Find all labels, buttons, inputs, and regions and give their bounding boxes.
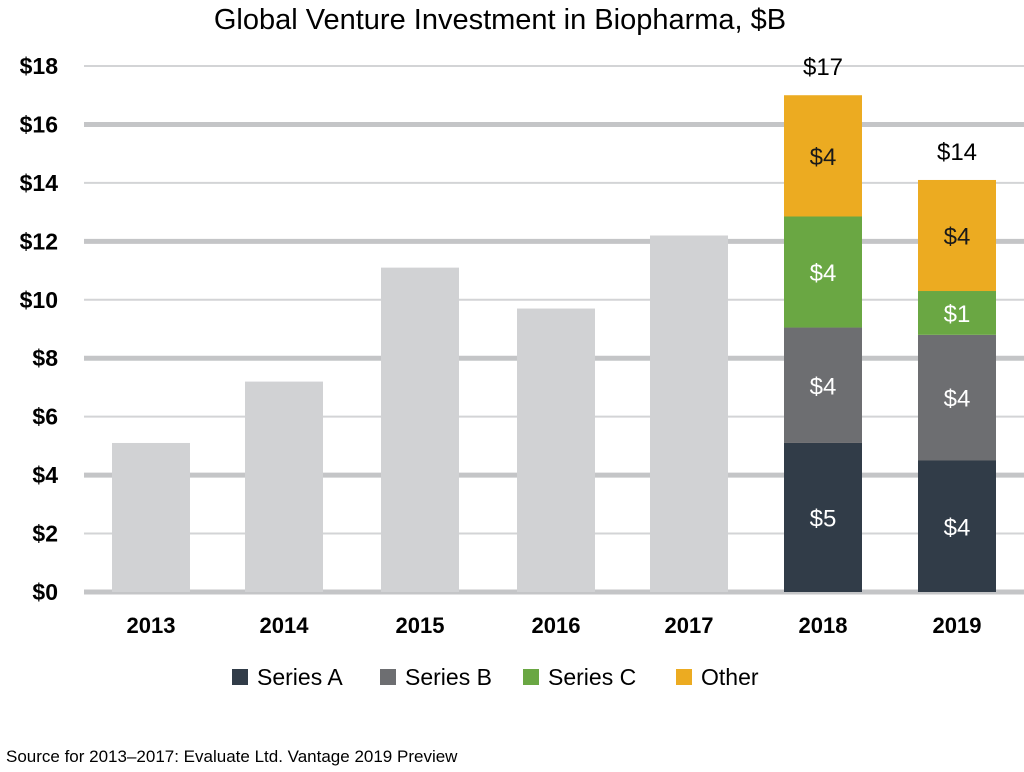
- y-tick-label: $16: [20, 111, 58, 137]
- bar-segment-2018-other: [784, 95, 862, 217]
- legend-label: Series A: [257, 664, 343, 690]
- total-data-label: $17: [803, 54, 843, 81]
- bar-segment-2018-series-b: [784, 327, 862, 443]
- legend-label: Series C: [548, 664, 636, 690]
- y-tick-label: $12: [20, 228, 58, 254]
- bar-2013: [112, 442, 190, 592]
- bar-segment-2019-series-a: [918, 460, 996, 592]
- segment-data-label: $1: [944, 301, 971, 328]
- segment-data-label: $4: [944, 386, 971, 413]
- bar-segment-2018-series-c: [784, 216, 862, 328]
- legend: Series A Series B Series C Other: [232, 664, 759, 690]
- bar-segment-2019-series-b: [918, 334, 996, 461]
- legend-swatch: [676, 669, 692, 685]
- legend-label: Series B: [405, 664, 492, 690]
- y-tick-label: $6: [32, 404, 58, 430]
- segment-data-label: $4: [810, 373, 837, 400]
- x-tick-label: 2014: [260, 613, 310, 638]
- y-tick-label: $2: [32, 521, 58, 547]
- legend-swatch: [232, 669, 248, 685]
- bar-2014: [245, 381, 323, 592]
- x-tick-label: 2015: [396, 613, 445, 638]
- y-tick-label: $10: [20, 287, 58, 313]
- total-data-label: $14: [937, 139, 977, 166]
- y-tick-label: $0: [32, 579, 58, 605]
- legend-swatch: [523, 669, 539, 685]
- x-tick-label: 2019: [933, 613, 982, 638]
- y-tick-label: $4: [32, 462, 58, 488]
- x-tick-label: 2013: [127, 613, 176, 638]
- y-tick-label: $18: [20, 53, 59, 79]
- x-axis-ticks: 2013 2014 2015 2016 2017 2018 2019: [127, 613, 982, 638]
- segment-data-label: $4: [810, 144, 837, 171]
- bar-2015: [381, 267, 459, 592]
- x-tick-label: 2017: [665, 613, 714, 638]
- source-note: Source for 2013–2017: Evaluate Ltd. Vant…: [6, 747, 458, 766]
- legend-swatch: [380, 669, 396, 685]
- x-tick-label: 2016: [532, 613, 581, 638]
- bars: $5 $4 $4 $4 $17 $4 $4 $1 $4 $14: [112, 54, 996, 592]
- y-tick-label: $8: [32, 345, 58, 371]
- y-tick-label: $14: [20, 170, 59, 196]
- legend-label: Other: [701, 664, 759, 690]
- bar-segment-2019-series-c: [918, 291, 996, 335]
- bar-segment-2018-series-a: [784, 442, 862, 592]
- chart-title: Global Venture Investment in Biopharma, …: [214, 4, 786, 36]
- segment-data-label: $5: [810, 505, 837, 532]
- segment-data-label: $4: [944, 514, 971, 541]
- y-axis-ticks: $0 $2 $4 $6 $8 $10 $12 $14 $16 $18: [20, 53, 59, 605]
- segment-data-label: $4: [944, 223, 971, 250]
- bar-segment-2019-other: [918, 179, 996, 292]
- bar-2016: [517, 308, 595, 592]
- x-tick-label: 2018: [799, 613, 848, 638]
- segment-data-label: $4: [810, 260, 837, 287]
- bar-2017: [650, 235, 728, 592]
